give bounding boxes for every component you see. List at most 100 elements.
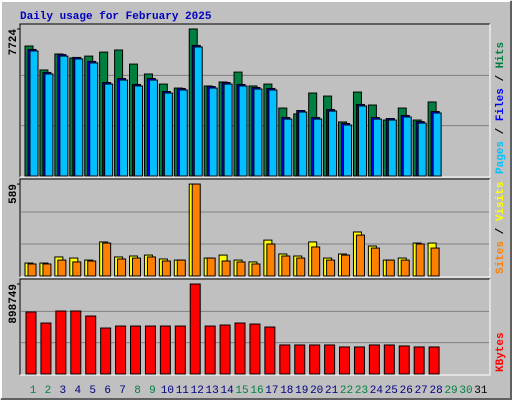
bar [208,87,218,177]
bar [29,50,39,177]
x-tick-label: 21 [325,385,339,397]
panel-bevel-light [20,179,491,278]
bar [343,124,353,177]
bar [298,111,308,177]
x-tick-label: 8 [134,385,141,397]
bar [189,283,201,375]
legend: Pages / Files / Hits [495,42,507,174]
bar [383,344,395,375]
bar [417,122,427,177]
x-tick-label: 1 [30,385,37,397]
x-tick-label: 26 [400,385,413,397]
x-tick-label: 6 [104,385,111,397]
bar [264,326,276,375]
x-tick-label: 13 [206,385,219,397]
bar [57,259,67,277]
bar [204,325,216,375]
legend-entry: Sites [495,241,507,274]
panel-bevel-light [20,24,491,178]
x-tick-label: 25 [385,385,398,397]
bar [236,261,246,277]
bar [341,254,351,277]
bar [326,259,336,277]
bar [219,324,231,375]
bar [89,62,99,177]
x-tick-label: 29 [444,385,457,397]
bar [294,344,306,375]
x-tick-label: 3 [60,385,67,397]
x-tick-label: 24 [370,385,384,397]
bar [400,259,410,277]
x-tick-label: 9 [149,385,156,397]
bar [148,79,158,177]
bar [174,325,186,375]
bar [385,259,395,277]
bar [144,325,156,375]
panel-bevel-dark [19,23,490,177]
bar [119,79,129,177]
bar [70,310,82,375]
bar [117,258,127,277]
bar [413,346,425,375]
x-tick-label: 18 [280,385,293,397]
bar [130,325,142,375]
x-tick-label: 7 [119,385,126,397]
bar [398,345,410,375]
bar [313,118,323,177]
bar [328,110,338,177]
legend-separator: / [495,121,507,141]
bar [370,247,380,277]
bar [85,315,97,375]
bar [296,257,306,277]
bar [223,83,233,177]
bar [387,119,397,177]
bar [402,116,412,177]
x-tick-label: 4 [74,385,81,397]
bar [104,83,114,177]
bar [221,260,231,277]
bar [415,243,425,277]
x-tick-label: 5 [89,385,96,397]
x-tick-label: 22 [340,385,353,397]
bar [115,325,127,375]
bar [100,327,112,375]
bar [146,256,156,277]
bar [163,92,173,177]
legend-separator: / [495,221,507,241]
bar [178,89,188,177]
bar [428,346,440,375]
legend-entry: Hits [495,42,507,68]
bar [40,322,52,375]
bar [234,322,246,375]
bar [268,89,278,177]
bar [249,323,261,375]
x-tick-label: 12 [191,385,204,397]
panel [20,179,490,277]
x-tick-label: 11 [176,385,190,397]
bar [324,344,336,375]
bar [368,344,380,375]
legend-entry: Visits [495,182,507,222]
bar [191,183,201,277]
y-tick-label: 589 [8,184,20,204]
bar [44,73,54,177]
bar [72,261,82,277]
bar [132,257,142,277]
bar [283,118,293,177]
bar [309,344,321,375]
x-tick-label: 16 [250,385,263,397]
y-tick-label: 7724 [8,29,20,56]
bar [42,263,52,277]
bar [311,246,321,277]
x-tick-label: 27 [415,385,428,397]
x-tick-label: 2 [45,385,52,397]
bar [251,263,261,277]
x-tick-label: 10 [161,385,174,397]
bar [353,346,365,375]
panel-bevel-dark [19,278,490,375]
legend-entry: KBytes [495,332,507,372]
bar [253,88,263,177]
bar [357,105,367,177]
bar [102,242,112,277]
